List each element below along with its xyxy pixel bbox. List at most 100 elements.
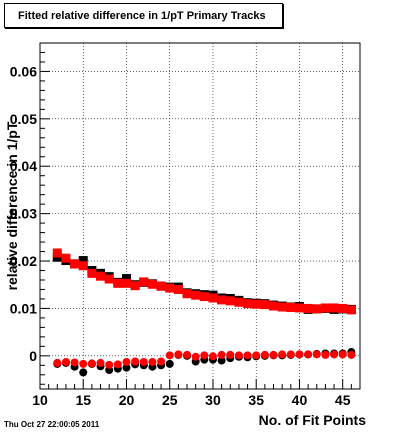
x-tick-label: 15 [75,392,91,408]
data-point-circle [269,350,278,359]
data-point-square [130,281,140,291]
data-point-circle [234,351,243,360]
data-point-square [121,274,131,284]
data-point-circle [200,351,209,360]
y-tick-label: 0.01 [10,300,37,316]
data-point-circle [70,358,79,367]
data-point-circle [122,357,131,366]
data-point-circle [217,356,226,365]
data-point-circle [304,350,313,359]
data-point-circle [208,352,217,361]
x-tick-label: 40 [292,392,308,408]
data-point-square [191,290,201,300]
data-point-square [104,274,114,284]
data-point-circle [191,352,200,361]
data-point-circle [338,350,347,359]
data-point-square [294,303,304,313]
data-point-circle [87,359,96,368]
data-point-square [286,302,296,312]
plot-frame [39,42,361,390]
x-tick-label: 30 [205,392,221,408]
data-point-circle [113,360,122,369]
data-point-circle [347,350,356,359]
x-tick-label: 45 [335,392,351,408]
data-point-square [121,278,131,288]
data-point-square [96,271,106,281]
x-tick-label: 35 [248,392,264,408]
data-point-square [113,278,123,288]
y-tick-label: 0.06 [10,63,37,79]
data-point-square [147,279,157,289]
data-point-square [251,299,261,309]
data-point-circle [105,360,114,369]
data-point-square [303,303,313,313]
grid [39,43,360,389]
y-axis-label: relative difference in 1/pT [4,121,20,291]
y-tick-label: 0.05 [10,111,37,127]
timestamp: Thu Oct 27 22:00:05 2011 [4,420,100,429]
data-point-square [139,277,149,287]
y-tick-label: 0.02 [10,253,37,269]
data-point-square [320,303,330,313]
chart-title: Fitted relative difference in 1/pT Prima… [4,3,283,28]
data-point-square [61,253,71,263]
data-point-square [277,302,287,312]
data-marks [52,248,356,377]
data-point-square [243,299,253,309]
data-point-square [234,297,244,307]
data-point-square [87,268,97,278]
data-point-circle [157,357,166,366]
data-point-circle [330,350,339,359]
data-point-circle [217,350,226,359]
data-point-circle [53,358,62,367]
data-point-square [225,296,235,306]
data-point-circle [96,358,105,367]
data-point-square [217,295,227,305]
x-axis-label: No. of Fit Points [258,412,366,428]
x-tick-label: 20 [119,392,135,408]
data-point-square [70,259,80,269]
data-point-square [165,283,175,293]
data-point-circle [79,359,88,368]
data-point-square [156,281,166,291]
y-tick-label: 0 [29,348,37,364]
data-point-circle [148,357,157,366]
data-point-circle [278,350,287,359]
data-point-square [269,301,279,311]
data-point-square [182,289,192,299]
data-point-circle [183,350,192,359]
data-point-circle [139,357,148,366]
data-point-circle [321,350,330,359]
data-point-square [78,261,88,271]
data-point-circle [61,357,70,366]
data-point-circle [122,363,131,372]
data-point-circle [174,350,183,359]
data-point-square [78,256,88,266]
data-point-square [260,300,270,310]
data-point-square [338,303,348,313]
data-point-circle [79,368,88,377]
data-point-circle [165,359,174,368]
data-point-square [312,304,322,314]
data-point-circle [286,350,295,359]
data-point-circle [260,350,269,359]
axis-ticks: 10 15 20 25 30 35 40 45 0 0.01 0.02 0.03 0.04 0.05 0.0… [10,42,361,408]
y-tick-label: 0.04 [10,158,37,174]
x-tick-label: 10 [32,392,48,408]
data-point-square [346,305,356,315]
data-point-square [173,284,183,294]
data-point-square [329,303,339,313]
data-point-circle [243,351,252,360]
data-point-circle [252,351,261,360]
data-point-circle [165,351,174,360]
x-tick-label: 25 [162,392,178,408]
data-point-square [208,293,218,303]
data-point-circle [295,350,304,359]
data-point-circle [131,357,140,366]
data-point-square [199,292,209,302]
data-point-circle [226,350,235,359]
data-point-circle [312,350,321,359]
y-tick-label: 0.03 [10,206,37,222]
data-point-square [52,248,62,258]
